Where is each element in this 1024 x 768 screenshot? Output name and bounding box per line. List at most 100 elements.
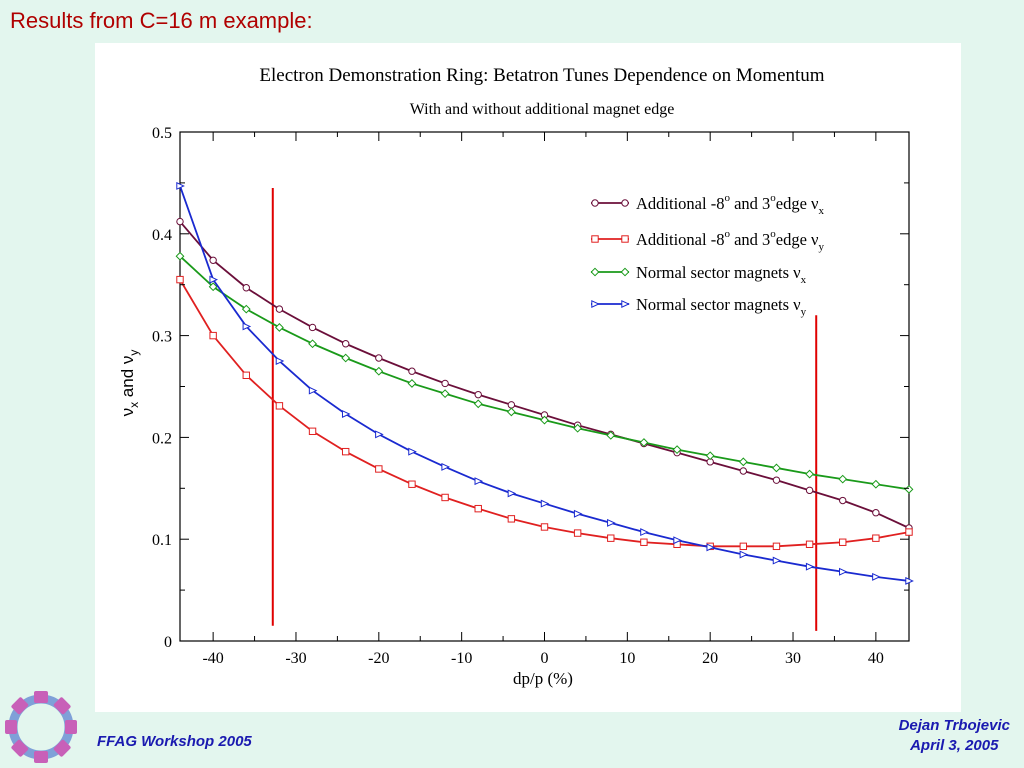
data-point <box>176 275 184 284</box>
x-tick-label: 0 <box>541 650 549 667</box>
data-point <box>621 300 630 308</box>
data-point <box>706 543 716 552</box>
data-point <box>507 489 517 498</box>
data-point <box>275 357 285 366</box>
data-point <box>772 476 781 484</box>
data-point <box>507 401 516 409</box>
data-point <box>705 451 715 461</box>
chart-title: Electron Demonstration Ring: Betatron Tu… <box>259 65 824 86</box>
data-point <box>621 199 629 207</box>
series-2 <box>176 275 913 551</box>
data-point <box>607 534 615 542</box>
data-point <box>871 479 881 489</box>
y-axis-label: νx and νy <box>118 350 141 417</box>
y-tick-label: 0.3 <box>152 329 172 346</box>
chart-panel: Electron Demonstration Ring: Betatron Tu… <box>95 43 961 712</box>
data-point <box>639 438 649 447</box>
data-point <box>275 402 284 410</box>
data-point <box>606 430 616 440</box>
data-point <box>591 199 599 207</box>
data-point <box>640 538 648 546</box>
data-point <box>872 572 881 581</box>
series-3 <box>175 251 914 494</box>
data-point <box>474 477 484 486</box>
data-point <box>805 562 815 571</box>
data-point <box>738 457 748 467</box>
data-point <box>805 469 814 479</box>
footer-date: April 3, 2005 <box>910 737 999 754</box>
slide-title: Results from C=16 m example: <box>10 8 313 33</box>
data-point <box>208 282 218 292</box>
data-point <box>805 540 814 548</box>
y-label-nu: ν <box>118 408 137 417</box>
y-tick-label: 0.2 <box>152 430 172 447</box>
data-point <box>872 509 880 517</box>
data-point <box>474 504 482 513</box>
data-point <box>341 353 351 363</box>
data-point <box>591 300 600 308</box>
data-point <box>621 235 629 243</box>
data-point <box>573 509 583 518</box>
y-label-and: and <box>118 369 137 397</box>
data-point <box>640 528 649 537</box>
footer-author: Dejan Trbojevic <box>898 717 1010 734</box>
chart-subtitle: With and without additional magnet edge <box>410 101 675 118</box>
data-point <box>591 235 599 243</box>
data-point <box>242 322 252 331</box>
legend-entry-1: Additional -8o and 3oedge νx <box>591 192 825 217</box>
data-point <box>620 267 630 277</box>
data-point <box>440 389 450 399</box>
series-line <box>179 255 910 491</box>
data-point <box>341 410 351 418</box>
data-point <box>375 465 383 473</box>
x-tick-label: -20 <box>368 650 389 667</box>
data-point <box>905 528 913 536</box>
y-tick-label: 0.5 <box>152 125 172 142</box>
axis-layer: -40 -30 -20 -10 0 10 20 30 40 0 0.1 0.2 0.3 0.4 0.5 <box>152 125 909 667</box>
x-tick-label: -10 <box>451 650 472 667</box>
x-tick-label: 40 <box>868 650 884 667</box>
data-point <box>739 542 748 551</box>
y-label-nu-2: ν <box>118 356 137 365</box>
footer-author-date: Dejan Trbojevic April 3, 2005 <box>899 716 1010 756</box>
data-point <box>275 305 284 313</box>
data-point <box>408 367 416 375</box>
data-point <box>573 529 582 537</box>
legend-label: Additional -8o and 3oedge νx <box>636 192 825 217</box>
data-point <box>772 463 781 473</box>
legend: Additional -8o and 3oedge νx Additional -… <box>590 192 825 318</box>
data-point <box>772 556 782 565</box>
data-point <box>408 447 417 456</box>
y-tick-label: 0 <box>164 634 172 651</box>
x-tick-label: -30 <box>285 650 306 667</box>
data-point <box>408 480 416 488</box>
x-tick-label: 30 <box>785 650 801 667</box>
data-point <box>341 340 350 348</box>
data-point <box>772 542 781 551</box>
data-point <box>375 430 384 439</box>
data-point <box>673 536 682 545</box>
data-point <box>308 427 317 435</box>
data-point <box>904 484 914 494</box>
x-tick-label: -40 <box>202 650 223 667</box>
x-tick-label: 10 <box>619 650 635 667</box>
y-tick-label: 0.4 <box>152 227 172 244</box>
legend-entry-4: Normal sector magnets νy <box>591 295 807 318</box>
data-point <box>573 423 583 433</box>
data-point <box>341 447 350 456</box>
data-point <box>474 390 482 399</box>
data-point <box>839 496 847 505</box>
data-point <box>242 371 250 380</box>
legend-label: Normal sector magnets νy <box>636 295 807 318</box>
data-point <box>441 379 449 388</box>
data-point <box>590 267 600 277</box>
data-point <box>407 379 417 388</box>
y-label-sub-y: y <box>127 350 141 356</box>
data-point <box>441 493 449 502</box>
data-point <box>540 415 549 425</box>
legend-entry-3: Normal sector magnets νx <box>590 263 807 286</box>
data-point <box>209 331 217 340</box>
y-tick-label: 0.1 <box>152 532 172 549</box>
data-point <box>275 323 284 332</box>
data-point <box>607 518 616 527</box>
